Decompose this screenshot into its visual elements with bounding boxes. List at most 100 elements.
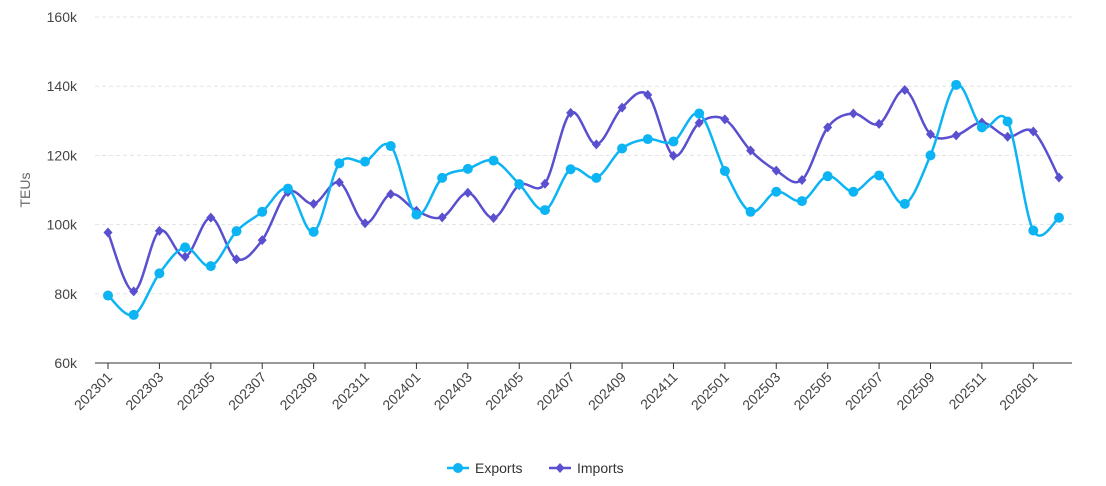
data-point bbox=[489, 213, 499, 224]
series-exports bbox=[103, 79, 1064, 320]
legend: Exports Imports bbox=[447, 460, 624, 476]
y-tick-label: 160k bbox=[47, 9, 78, 25]
x-tick-label: 202401 bbox=[379, 369, 423, 413]
x-tick-label: 202307 bbox=[225, 369, 269, 413]
data-point bbox=[668, 150, 678, 161]
x-tick-label: 202403 bbox=[431, 369, 475, 413]
x-tick-label: 202405 bbox=[482, 369, 526, 413]
x-tick-label: 202303 bbox=[122, 369, 166, 413]
legend-circle-icon bbox=[453, 463, 463, 473]
data-point bbox=[386, 189, 396, 200]
data-point bbox=[617, 102, 627, 113]
data-point bbox=[385, 141, 396, 152]
x-tick-label: 202409 bbox=[585, 369, 629, 413]
data-point bbox=[719, 165, 730, 176]
data-point bbox=[796, 196, 807, 207]
data-point bbox=[1054, 212, 1064, 223]
data-point bbox=[771, 186, 782, 197]
data-point bbox=[539, 205, 550, 216]
x-tick-label: 202505 bbox=[790, 369, 834, 413]
data-point bbox=[694, 117, 704, 128]
x-axis-ticks: 202301 202303 202305 202307 202309 202311 2024… bbox=[71, 363, 1041, 413]
series-imports bbox=[103, 85, 1064, 297]
y-tick-label: 140k bbox=[47, 78, 78, 94]
y-tick-label: 120k bbox=[47, 147, 78, 163]
x-tick-label: 202511 bbox=[945, 369, 989, 413]
x-tick-label: 202503 bbox=[739, 369, 783, 413]
series-group bbox=[103, 79, 1064, 320]
data-point bbox=[591, 172, 602, 183]
x-tick-label: 202509 bbox=[893, 369, 937, 413]
data-point bbox=[745, 206, 756, 217]
x-tick-label: 202309 bbox=[276, 369, 320, 413]
data-point bbox=[205, 261, 216, 272]
data-point bbox=[180, 251, 190, 262]
legend-label: Imports bbox=[577, 460, 624, 476]
x-tick-label: 202411 bbox=[637, 369, 681, 413]
x-tick-label: 202305 bbox=[174, 369, 218, 413]
data-point bbox=[746, 145, 756, 156]
data-point bbox=[154, 225, 164, 236]
data-point bbox=[848, 108, 858, 119]
x-tick-label: 202407 bbox=[533, 369, 577, 413]
data-point bbox=[1028, 225, 1039, 236]
data-point bbox=[566, 107, 576, 118]
data-point bbox=[334, 158, 345, 169]
data-point bbox=[642, 134, 653, 145]
data-point bbox=[282, 183, 293, 194]
data-point bbox=[617, 143, 628, 154]
x-tick-label: 202311 bbox=[329, 369, 373, 413]
data-point bbox=[206, 212, 216, 223]
data-point bbox=[437, 172, 448, 183]
data-point bbox=[360, 156, 371, 167]
data-point bbox=[951, 79, 962, 90]
data-point bbox=[899, 198, 910, 209]
x-tick-label: 202301 bbox=[71, 369, 115, 413]
data-point bbox=[128, 309, 139, 320]
data-point bbox=[1028, 126, 1038, 137]
data-point bbox=[720, 114, 730, 125]
data-point bbox=[874, 118, 884, 129]
x-tick-label: 202501 bbox=[688, 369, 732, 413]
data-point bbox=[437, 212, 447, 223]
data-point bbox=[797, 174, 807, 185]
y-tick-label: 80k bbox=[54, 286, 78, 302]
data-point bbox=[1003, 131, 1013, 142]
data-point bbox=[925, 150, 936, 161]
data-point bbox=[771, 165, 781, 176]
gridlines bbox=[95, 16, 1072, 295]
data-point bbox=[129, 286, 139, 297]
data-point bbox=[694, 108, 705, 119]
exports-line bbox=[107, 83, 1060, 317]
data-point bbox=[103, 290, 113, 301]
data-point bbox=[462, 163, 473, 174]
data-point bbox=[308, 226, 319, 237]
data-point bbox=[874, 170, 885, 181]
data-point bbox=[643, 89, 653, 100]
x-tick-label: 202507 bbox=[842, 369, 886, 413]
y-axis-title: TEUs bbox=[17, 173, 33, 208]
y-tick-label: 100k bbox=[47, 217, 78, 233]
data-point bbox=[540, 178, 550, 189]
x-tick-label: 202601 bbox=[996, 369, 1040, 413]
data-point bbox=[360, 218, 370, 229]
data-point bbox=[900, 85, 910, 96]
data-point bbox=[565, 164, 576, 175]
data-point bbox=[1002, 116, 1013, 127]
data-point bbox=[591, 139, 601, 150]
y-axis-ticks: 60k 80k 100k 120k 140k 160k bbox=[47, 9, 78, 371]
data-point bbox=[668, 136, 679, 147]
data-point bbox=[231, 226, 242, 237]
legend-label: Exports bbox=[475, 460, 522, 476]
data-point bbox=[257, 235, 267, 246]
data-point bbox=[180, 242, 191, 253]
data-point bbox=[309, 198, 319, 209]
data-point bbox=[514, 179, 525, 190]
data-point bbox=[822, 171, 833, 182]
data-point bbox=[951, 130, 961, 141]
data-point bbox=[1054, 172, 1064, 183]
data-point bbox=[823, 122, 833, 133]
data-point bbox=[232, 254, 242, 265]
data-point bbox=[334, 177, 344, 188]
